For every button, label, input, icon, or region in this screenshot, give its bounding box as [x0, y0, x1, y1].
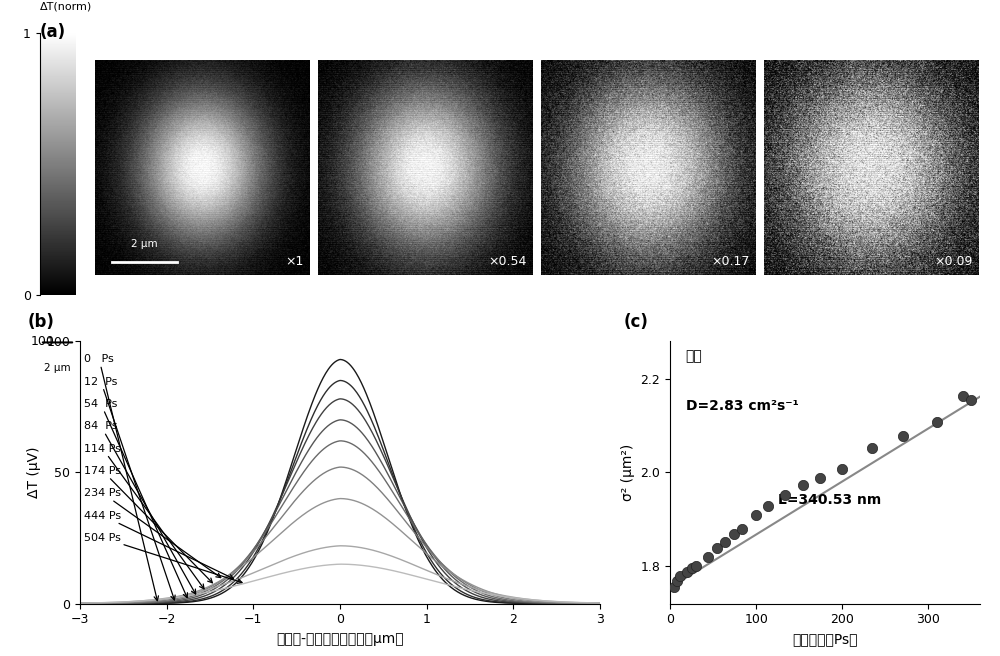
Text: 2 μm: 2 μm — [131, 239, 158, 249]
Text: ×0.54: ×0.54 — [488, 255, 527, 268]
Text: D=2.83 cm²s⁻¹: D=2.83 cm²s⁻¹ — [686, 399, 798, 413]
Text: 2 μm: 2 μm — [44, 363, 71, 373]
Y-axis label: ΔT (μV): ΔT (μV) — [27, 447, 41, 498]
Point — [726, 529, 742, 539]
Text: 12  Ps: 12 Ps — [84, 377, 175, 600]
Text: ×1: ×1 — [285, 255, 304, 268]
Text: L=340.53 nm: L=340.53 nm — [778, 493, 882, 507]
Text: 444 Ps: 444 Ps — [84, 510, 233, 579]
X-axis label: 延迟时间（Ps）: 延迟时间（Ps） — [792, 632, 858, 646]
Point — [748, 510, 764, 521]
Point — [717, 537, 733, 547]
Point — [834, 463, 850, 474]
Text: 0 ps: 0 ps — [278, 45, 310, 60]
Text: 504 ps: 504 ps — [928, 45, 979, 60]
Point — [963, 394, 979, 405]
X-axis label: 泵浦光-探测光相对距离（μm）: 泵浦光-探测光相对距离（μm） — [276, 632, 404, 646]
Text: 54  Ps: 54 Ps — [84, 399, 187, 598]
Point — [666, 582, 682, 592]
Text: ×0.17: ×0.17 — [711, 255, 750, 268]
Y-axis label: σ² (μm²): σ² (μm²) — [621, 443, 635, 501]
Point — [700, 552, 716, 562]
Text: ×0.09: ×0.09 — [934, 255, 973, 268]
Point — [929, 417, 945, 427]
Text: 174 Ps: 174 Ps — [84, 466, 212, 583]
Point — [679, 566, 695, 577]
Text: (c): (c) — [624, 313, 648, 331]
Text: 504 Ps: 504 Ps — [84, 533, 242, 583]
Point — [669, 576, 685, 586]
Point — [795, 480, 811, 491]
Text: 234 Ps: 234 Ps — [84, 488, 221, 577]
Point — [688, 561, 704, 571]
Point — [955, 391, 971, 401]
Point — [894, 430, 910, 441]
Point — [760, 501, 776, 511]
Point — [812, 473, 828, 483]
Text: 84  Ps: 84 Ps — [84, 421, 196, 594]
Text: 114 ps: 114 ps — [482, 45, 533, 60]
Point — [734, 524, 750, 535]
Text: 原始: 原始 — [686, 349, 702, 363]
Point — [684, 563, 700, 573]
Text: 0   Ps: 0 Ps — [84, 354, 158, 601]
Text: (a): (a) — [40, 23, 66, 41]
Text: 100: 100 — [31, 335, 54, 348]
Point — [777, 489, 793, 500]
Text: ΔT(norm): ΔT(norm) — [40, 2, 92, 12]
Point — [864, 443, 880, 453]
Text: 114 Ps: 114 Ps — [84, 443, 204, 589]
Point — [672, 571, 688, 582]
Point — [708, 543, 724, 554]
Text: 264 ps: 264 ps — [704, 45, 756, 60]
Text: (b): (b) — [28, 313, 55, 331]
